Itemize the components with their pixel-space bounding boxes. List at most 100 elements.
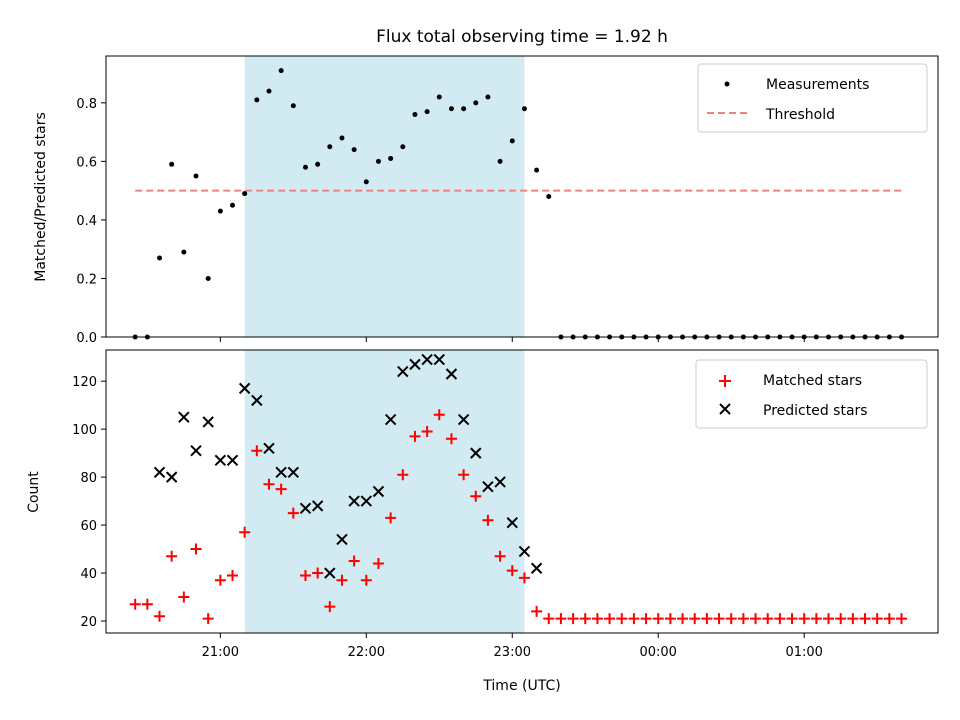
- measurement-point: [497, 158, 503, 164]
- matched-star-point: [409, 430, 421, 442]
- measurement-point: [400, 144, 406, 150]
- measurements-legend-marker: [724, 81, 730, 87]
- ratio-y-axis-label: Matched/Predicted stars: [33, 112, 49, 282]
- ratio-panel: 0.00.20.40.60.8 Matched/Predicted stars …: [33, 55, 939, 346]
- predicted-star-point: [311, 500, 324, 512]
- matched-star-point: [154, 610, 166, 622]
- predicted-legend-label: Predicted stars: [763, 403, 868, 419]
- matched-star-point: [433, 409, 445, 421]
- matched-star-point: [750, 613, 762, 625]
- matched-star-point: [336, 574, 348, 586]
- matched-star-point: [628, 613, 640, 625]
- matched-star-point: [664, 613, 676, 625]
- matched-star-point: [604, 613, 616, 625]
- ratio-legend: Measurements Threshold: [697, 63, 928, 133]
- matched-star-point: [640, 613, 652, 625]
- measurement-point: [424, 109, 430, 115]
- matched-star-point: [774, 613, 786, 625]
- predicted-star-point: [360, 495, 373, 507]
- count-y-tick-label: 40: [80, 567, 97, 582]
- measurement-point: [315, 161, 321, 167]
- predicted-star-point: [421, 353, 433, 366]
- matched-star-point: [835, 613, 847, 625]
- ratio-y-tick-label: 0.0: [76, 331, 97, 346]
- predicted-star-point: [287, 466, 300, 479]
- measurement-point: [448, 106, 454, 112]
- measurement-points: [132, 68, 905, 340]
- matched-star-point: [372, 557, 384, 569]
- predicted-star-point: [482, 480, 494, 493]
- x-tick-label: 00:00: [639, 645, 676, 660]
- count-points: [129, 353, 908, 625]
- matched-star-point: [810, 613, 822, 625]
- measurement-point: [339, 135, 345, 141]
- matched-star-point: [883, 613, 895, 625]
- matched-star-point: [263, 478, 275, 490]
- ratio-x-ticks: [219, 337, 805, 342]
- measurement-point: [436, 94, 442, 100]
- predicted-star-point: [324, 567, 336, 579]
- matched-star-point: [227, 569, 239, 581]
- measurement-point: [157, 255, 163, 261]
- matched-star-point: [141, 598, 153, 610]
- predicted-star-point: [202, 416, 214, 428]
- predicted-star-point: [506, 516, 518, 529]
- matched-star-point: [531, 605, 543, 617]
- matched-star-point: [616, 613, 628, 625]
- measurement-point: [351, 147, 357, 153]
- matched-star-point: [689, 613, 701, 625]
- measurements-legend-label: Measurements: [766, 77, 869, 93]
- predicted-star-point: [518, 545, 531, 558]
- predicted-star-point: [457, 413, 470, 426]
- predicted-star-point: [409, 358, 421, 371]
- matched-star-point: [178, 591, 190, 603]
- count-legend: Matched stars Predicted stars: [695, 359, 928, 429]
- predicted-star-point: [153, 466, 166, 479]
- measurement-point: [254, 97, 260, 103]
- count-x-ticks: 21:00 22:00 23:00 00:00 01:00: [202, 633, 823, 660]
- measurement-point: [412, 112, 418, 118]
- measurement-point: [205, 275, 211, 281]
- predicted-star-point: [251, 394, 263, 407]
- count-y-axis-label: Count: [26, 471, 42, 513]
- predicted-star-point: [178, 411, 190, 423]
- predicted-star-point: [348, 495, 360, 507]
- count-legend-box: [695, 359, 928, 429]
- matched-star-point: [458, 469, 470, 481]
- measurement-point: [230, 202, 236, 208]
- measurement-point: [534, 167, 540, 173]
- predicted-star-point: [372, 485, 385, 498]
- chart-title: Flux total observing time = 1.92 h: [376, 27, 668, 47]
- matched-star-point: [652, 613, 664, 625]
- count-panel: 20 40 60 80 100 120 21:00 22:00 23:00 00:00 01:00…: [26, 349, 939, 694]
- matched-star-point: [871, 613, 883, 625]
- predicted-star-point: [263, 442, 275, 455]
- predicted-star-point: [433, 353, 445, 366]
- matched-star-point: [190, 543, 202, 555]
- matched-star-point: [202, 613, 214, 625]
- x-tick-label: 23:00: [494, 645, 531, 660]
- count-y-tick-label: 60: [80, 519, 97, 534]
- matched-star-point: [725, 613, 737, 625]
- ratio-y-tick-label: 0.8: [76, 97, 97, 112]
- matched-star-point: [762, 613, 774, 625]
- measurement-point: [169, 161, 175, 167]
- measurement-point: [290, 103, 296, 109]
- measurement-point: [375, 158, 381, 164]
- measurement-point: [327, 144, 333, 150]
- matched-star-point: [518, 572, 530, 584]
- matched-star-point: [677, 613, 689, 625]
- x-tick-label: 22:00: [348, 645, 385, 660]
- matched-star-point: [494, 550, 506, 562]
- predicted-star-point: [384, 413, 397, 426]
- count-y-ticks: 20 40 60 80 100 120: [72, 375, 106, 630]
- matched-star-point: [299, 569, 311, 581]
- count-y-tick-label: 120: [72, 375, 97, 390]
- predicted-star-point: [226, 454, 239, 467]
- predicted-star-point: [445, 368, 458, 380]
- measurement-point: [473, 100, 479, 106]
- measurement-point: [521, 106, 527, 112]
- predicted-star-point: [275, 466, 287, 479]
- matched-star-point: [421, 426, 433, 438]
- measurement-point: [302, 164, 308, 170]
